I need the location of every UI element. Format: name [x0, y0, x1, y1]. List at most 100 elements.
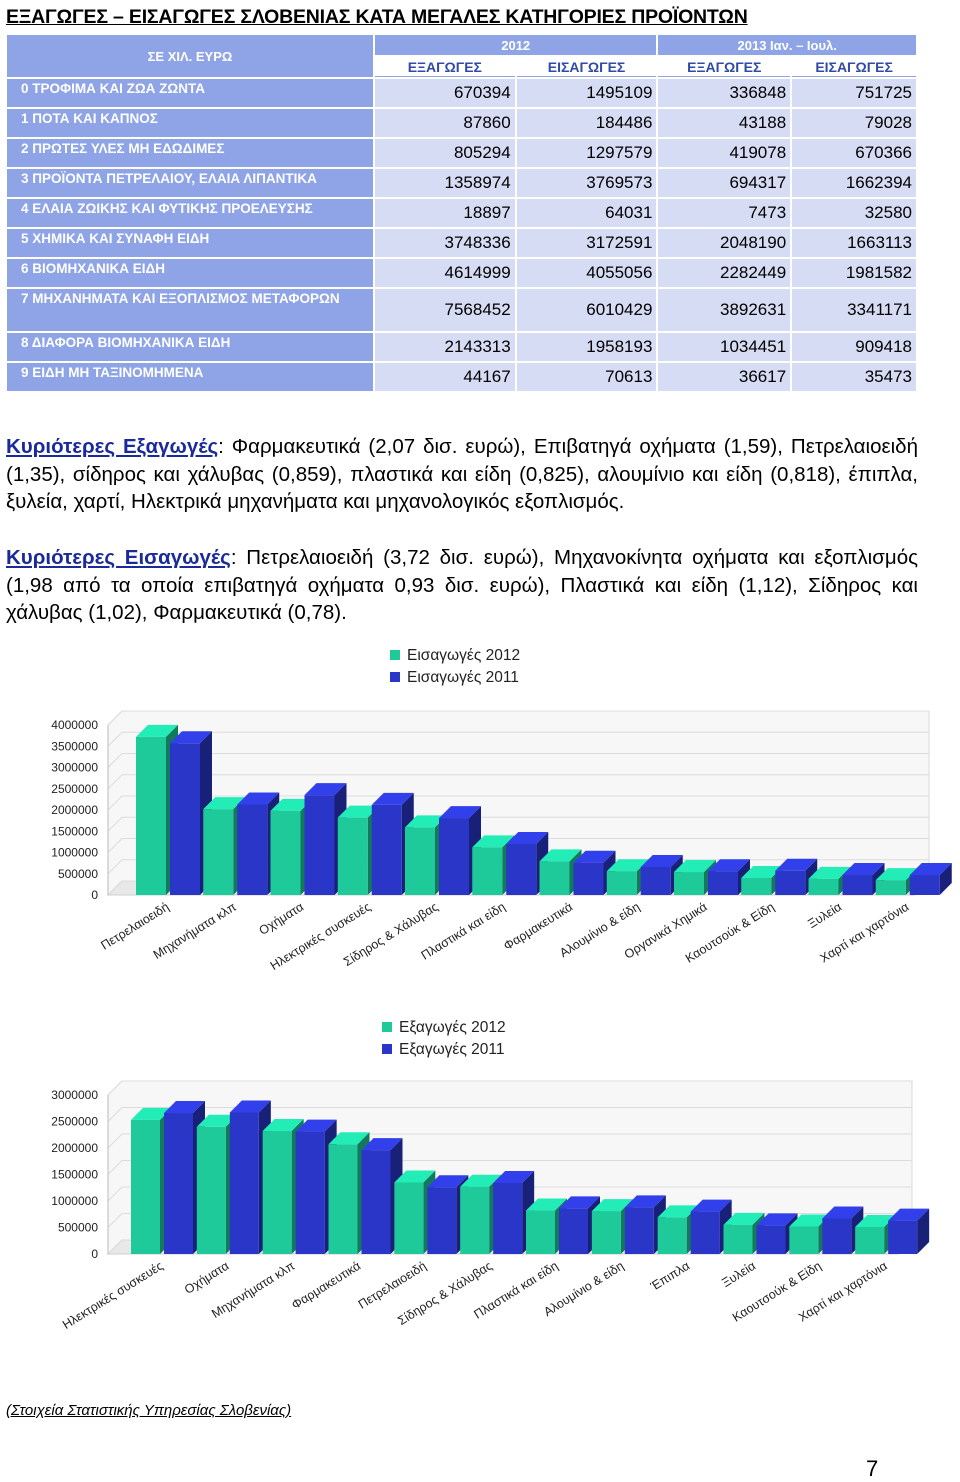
gridline: [107, 710, 929, 726]
page-number: 7: [866, 1456, 879, 1481]
page-title: ΕΞΑΓΩΓΕΣ – ΕΙΣΑΓΩΓΕΣ ΣΛΟΒΕΝΙΑΣ ΚΑΤΑ ΜΕΓΑ…: [6, 6, 748, 28]
table-cell-value: 44167: [374, 363, 515, 391]
exports-paragraph: Κυριότερες Εξαγωγές: Φαρμακευτικά (2,07 …: [6, 433, 918, 516]
table-cell-value: 43188: [658, 109, 791, 137]
table-cell-value: 805294: [374, 139, 515, 167]
gridline: [107, 1080, 912, 1096]
table-cell-value: 7473: [658, 199, 791, 227]
table-cell-value: 909418: [792, 333, 916, 361]
legend-label: Εισαγωγές 2012: [407, 647, 520, 664]
y-tick-label: 2000000: [51, 803, 98, 817]
table-row: 0 ΤΡΟΦΙΜΑ ΚΑΙ ΖΩΑ ΖΩΝΤΑ 670394 1495109 3368…: [7, 79, 916, 107]
imports-heading: Κυριότερες Εισαγωγές: [6, 546, 231, 569]
y-tick-label: 3000000: [51, 1088, 98, 1102]
bar: [690, 1199, 732, 1254]
bar: [573, 850, 616, 895]
table-cell-value: 1958193: [516, 333, 657, 361]
y-tick-label: 0: [91, 1247, 98, 1261]
y-tick-label: 1500000: [51, 1168, 98, 1182]
table-row: 7 ΜΗΧΑΝΗΜΑΤΑ ΚΑΙ ΕΞΟΠΛΙΣΜΟΣ ΜΕΤΑΦΟΡΩΝ 756…: [7, 289, 916, 331]
row-category-label: 4 ΕΛΑΙΑ ΖΩΙΚΗΣ ΚΑΙ ΦΥΤΙΚΗΣ ΠΡΟΕΛΕΥΣΗΣ: [7, 199, 373, 227]
table-cell-value: 1358974: [374, 169, 515, 197]
table-cell-value: 694317: [658, 169, 791, 197]
table-cell-value: 2282449: [658, 259, 791, 287]
row-category-label: 8 ΔΙΑΦΟΡΑ ΒΙΟΜΗΧΑΝΙΚΑ ΕΙΔΗ: [7, 333, 373, 361]
gridline: [107, 816, 929, 832]
row-category-label: 5 ΧΗΜΙΚΑ ΚΑΙ ΣΥΝΑΦΗ ΕΙΔΗ: [7, 229, 373, 257]
y-tick-label: 500000: [58, 867, 98, 881]
table-cell-value: 1297579: [516, 139, 657, 167]
legend-swatch: [382, 1022, 392, 1032]
legend-label: Εισαγωγές 2011: [407, 669, 519, 686]
col-exports-2013: ΕΞΑΓΩΓΕΣ: [658, 57, 791, 77]
table-row: 3 ΠΡΟΪΟΝΤΑ ΠΕΤΡΕΛΑΙΟΥ, ΕΛΑΙΑ ΛΙΠΑΝΤΙΚΑ 13…: [7, 169, 916, 197]
period-2013-header: 2013 Ιαν. – Ιουλ.: [658, 35, 916, 55]
table-cell-value: 4055056: [516, 259, 657, 287]
exports-heading: Κυριότερες Εξαγωγές: [6, 435, 219, 458]
table-cell-value: 70613: [516, 363, 657, 391]
bar: [756, 1213, 798, 1254]
gridline: [107, 1107, 912, 1122]
y-tick-label: 1000000: [51, 846, 98, 860]
table-cell-value: 3748336: [374, 229, 515, 257]
imports-text: : Πετρελαιοειδή (3,72 δισ. ευρώ), Μηχανο…: [6, 546, 918, 624]
table-cell-value: 32580: [792, 199, 916, 227]
bar: [909, 863, 952, 895]
table-cell-value: 4614999: [374, 259, 515, 287]
table-row: 9 ΕΙΔΗ ΜΗ ΤΑΞΙΝΟΜΗΜΕΝΑ 44167 70613 36617 354…: [7, 363, 916, 391]
table-cell-value: 18897: [374, 199, 515, 227]
table-row: 6 ΒΙΟΜΗΧΑΝΙΚΑ ΕΙΔΗ 4614999 4055056 2282449 1…: [7, 259, 916, 287]
x-category-label: Ξυλεία: [805, 900, 844, 931]
table-cell-value: 7568452: [374, 289, 515, 331]
table-cell-value: 1663113: [792, 229, 916, 257]
exports-chart: Εξαγωγές 2012 Εξαγωγές 2011 0 500000 1000000…: [51, 1019, 930, 1332]
row-category-label: 3 ΠΡΟΪΟΝΤΑ ΠΕΤΡΕΛΑΙΟΥ, ΕΛΑΙΑ ΛΙΠΑΝΤΙΚΑ: [7, 169, 373, 197]
row-category-label: 9 ΕΙΔΗ ΜΗ ΤΑΞΙΝΟΜΗΜΕΝΑ: [7, 363, 373, 391]
source-note: (Στοιχεία Στατιστικής Υπηρεσίας Σλοβενία…: [6, 1402, 292, 1419]
table-cell-value: 3892631: [658, 289, 791, 331]
table-row: 8 ΔΙΑΦΟΡΑ ΒΙΟΜΗΧΑΝΙΚΑ ΕΙΔΗ 2143313 1958193…: [7, 333, 916, 361]
exports-text: : Φαρμακευτικά (2,07 δισ. ευρώ), Επιβατη…: [6, 435, 918, 513]
gridline: [107, 753, 929, 768]
y-tick-label: 0: [91, 888, 98, 902]
table-cell-value: 336848: [658, 79, 791, 107]
row-category-label: 7 ΜΗΧΑΝΗΜΑΤΑ ΚΑΙ ΕΞΟΠΛΙΣΜΟΣ ΜΕΤΑΦΟΡΩΝ: [7, 289, 373, 331]
period-2012-header: 2012: [374, 35, 657, 55]
bar: [855, 1214, 897, 1254]
y-tick-label: 2500000: [51, 1115, 98, 1129]
x-category-label: Έπιπλα: [647, 1259, 692, 1294]
col-exports-2012: ΕΞΑΓΩΓΕΣ: [374, 57, 515, 77]
table-row: 5 ΧΗΜΙΚΑ ΚΑΙ ΣΥΝΑΦΗ ΕΙΔΗ 3748336 3172591 20…: [7, 229, 916, 257]
y-tick-label: 1500000: [51, 824, 98, 838]
x-category-label: Οχήματα: [182, 1259, 232, 1297]
bar: [888, 1208, 930, 1254]
bar: [164, 1101, 205, 1254]
y-tick-label: 1000000: [51, 1194, 98, 1208]
x-category-label: Οχήματα: [257, 900, 307, 938]
table-cell-value: 419078: [658, 139, 791, 167]
table-cell-value: 670394: [374, 79, 515, 107]
bar: [427, 1175, 469, 1254]
table-row: 2 ΠΡΩΤΕΣ ΥΛΕΣ ΜΗ ΕΔΩΔΙΜΕΣ 805294 1297579 41…: [7, 139, 916, 167]
trade-table: ΣΕ ΧΙΛ. ΕΥΡΩ 2012 2013 Ιαν. – Ιουλ. ΕΞΑΓ…: [5, 33, 918, 393]
table-cell-value: 1495109: [516, 79, 657, 107]
y-tick-label: 3500000: [51, 739, 98, 753]
legend-swatch: [390, 672, 400, 682]
table-row: 1 ΠΟΤΑ ΚΑΙ ΚΑΠΝΟΣ 87860 184486 43188 79028: [7, 109, 916, 137]
table-cell-value: 670366: [792, 139, 916, 167]
col-imports-2012: ΕΙΣΑΓΩΓΕΣ: [516, 57, 657, 77]
row-category-label: 1 ΠΟΤΑ ΚΑΙ ΚΑΠΝΟΣ: [7, 109, 373, 137]
gridline: [107, 1186, 912, 1202]
y-tick-label: 2000000: [51, 1141, 98, 1155]
row-category-label: 2 ΠΡΩΤΕΣ ΥΛΕΣ ΜΗ ΕΔΩΔΙΜΕΣ: [7, 139, 373, 167]
y-tick-label: 500000: [58, 1221, 98, 1235]
table-cell-value: 6010429: [516, 289, 657, 331]
table-cell-value: 64031: [516, 199, 657, 227]
gridline: [107, 731, 929, 747]
table-cell-value: 2048190: [658, 229, 791, 257]
row-category-label: 6 ΒΙΟΜΗΧΑΝΙΚΑ ΕΙΔΗ: [7, 259, 373, 287]
row-category-label: 0 ΤΡΟΦΙΜΑ ΚΑΙ ΖΩΑ ΖΩΝΤΑ: [7, 79, 373, 107]
imports-chart: Εισαγωγές 2012 Εισαγωγές 2011 0 500000 10000…: [51, 647, 952, 970]
table-cell-value: 79028: [792, 109, 916, 137]
table-cell-value: 1034451: [658, 333, 791, 361]
